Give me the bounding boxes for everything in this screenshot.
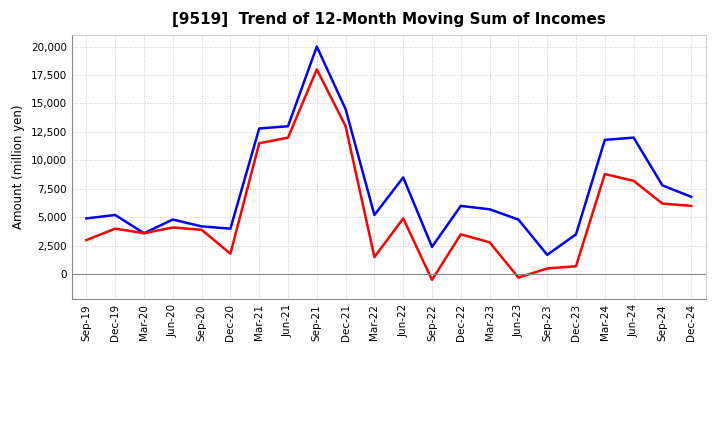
Ordinary Income	[629, 135, 638, 140]
Net Income	[572, 264, 580, 269]
Net Income	[399, 216, 408, 221]
Net Income	[255, 141, 264, 146]
Net Income	[82, 238, 91, 243]
Net Income	[341, 124, 350, 129]
Ordinary Income	[111, 213, 120, 218]
Net Income	[168, 225, 177, 230]
Y-axis label: Amount (million yen): Amount (million yen)	[12, 105, 25, 229]
Ordinary Income	[485, 207, 494, 212]
Ordinary Income	[428, 244, 436, 249]
Net Income	[485, 240, 494, 245]
Line: Ordinary Income: Ordinary Income	[86, 47, 691, 255]
Ordinary Income	[168, 217, 177, 222]
Ordinary Income	[341, 106, 350, 112]
Ordinary Income	[543, 252, 552, 257]
Ordinary Income	[572, 232, 580, 237]
Ordinary Income	[600, 137, 609, 143]
Ordinary Income	[140, 231, 148, 236]
Net Income	[312, 67, 321, 72]
Net Income	[687, 203, 696, 209]
Net Income	[428, 277, 436, 282]
Ordinary Income	[687, 194, 696, 199]
Net Income	[543, 266, 552, 271]
Net Income	[226, 251, 235, 257]
Net Income	[197, 227, 206, 232]
Net Income	[456, 232, 465, 237]
Ordinary Income	[226, 226, 235, 231]
Ordinary Income	[456, 203, 465, 209]
Net Income	[629, 178, 638, 183]
Ordinary Income	[370, 213, 379, 218]
Net Income	[284, 135, 292, 140]
Line: Net Income: Net Income	[86, 70, 691, 280]
Net Income	[514, 275, 523, 280]
Ordinary Income	[82, 216, 91, 221]
Ordinary Income	[514, 217, 523, 222]
Net Income	[111, 226, 120, 231]
Ordinary Income	[658, 183, 667, 188]
Ordinary Income	[399, 175, 408, 180]
Ordinary Income	[197, 224, 206, 229]
Ordinary Income	[284, 124, 292, 129]
Ordinary Income	[312, 44, 321, 49]
Title: [9519]  Trend of 12-Month Moving Sum of Incomes: [9519] Trend of 12-Month Moving Sum of I…	[172, 12, 606, 27]
Net Income	[370, 254, 379, 260]
Net Income	[658, 201, 667, 206]
Ordinary Income	[255, 126, 264, 131]
Net Income	[600, 172, 609, 177]
Net Income	[140, 231, 148, 236]
